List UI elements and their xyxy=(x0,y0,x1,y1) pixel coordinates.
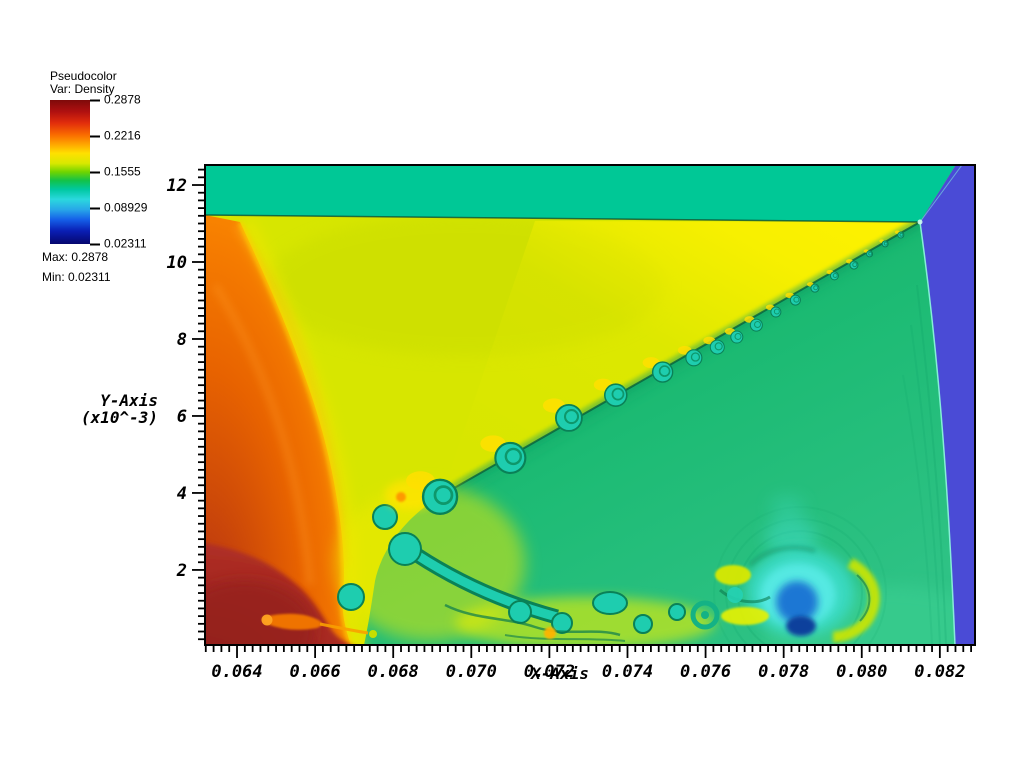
legend-var-label: Var: Density xyxy=(50,82,115,96)
colorbar-ticks: 0.2878 0.2216 0.1555 0.08929 0.02311 xyxy=(90,93,176,250)
axis-tick-label: 0.068 xyxy=(368,662,419,682)
colorbar-gradient xyxy=(50,100,90,244)
axis-tick-label: 4 xyxy=(177,484,187,504)
colorbar-tick-label: 0.08929 xyxy=(90,201,147,215)
legend-max-value: Max: 0.2878 xyxy=(42,250,109,264)
colorbar-tick-label: 0.02311 xyxy=(90,237,147,251)
axis-tick-label: 0.080 xyxy=(836,662,887,682)
axis-tick-label: 0.078 xyxy=(758,662,809,682)
axis-tick-label: 0.082 xyxy=(914,662,965,682)
pseudocolor-plot[interactable] xyxy=(205,165,975,645)
axis-tick-label: 0.076 xyxy=(680,662,731,682)
triple-point xyxy=(917,219,923,225)
x-axis-title: X-Axis xyxy=(531,664,589,683)
colorbar-legend: Pseudocolor Var: Density 0.2878 0.2216 0.1… xyxy=(42,70,176,284)
y-axis-title: Y-Axis (x10^-3) xyxy=(80,391,158,427)
colorbar-tick-label: 0.2216 xyxy=(90,129,141,143)
axis-tick-label: 6 xyxy=(177,407,187,427)
region-top-band xyxy=(205,165,956,222)
colorbar-tick-label: 0.1555 xyxy=(90,165,141,179)
axis-tick-label: 2 xyxy=(176,561,187,581)
legend-min-value: Min: 0.02311 xyxy=(42,270,111,284)
legend-title: Pseudocolor xyxy=(50,69,117,83)
axis-tick-label: 8 xyxy=(177,330,187,350)
axis-tick-label: 0.064 xyxy=(211,662,262,682)
axis-tick-label: 0.066 xyxy=(290,662,341,682)
colorbar-tick-label: 0.2878 xyxy=(90,93,141,107)
